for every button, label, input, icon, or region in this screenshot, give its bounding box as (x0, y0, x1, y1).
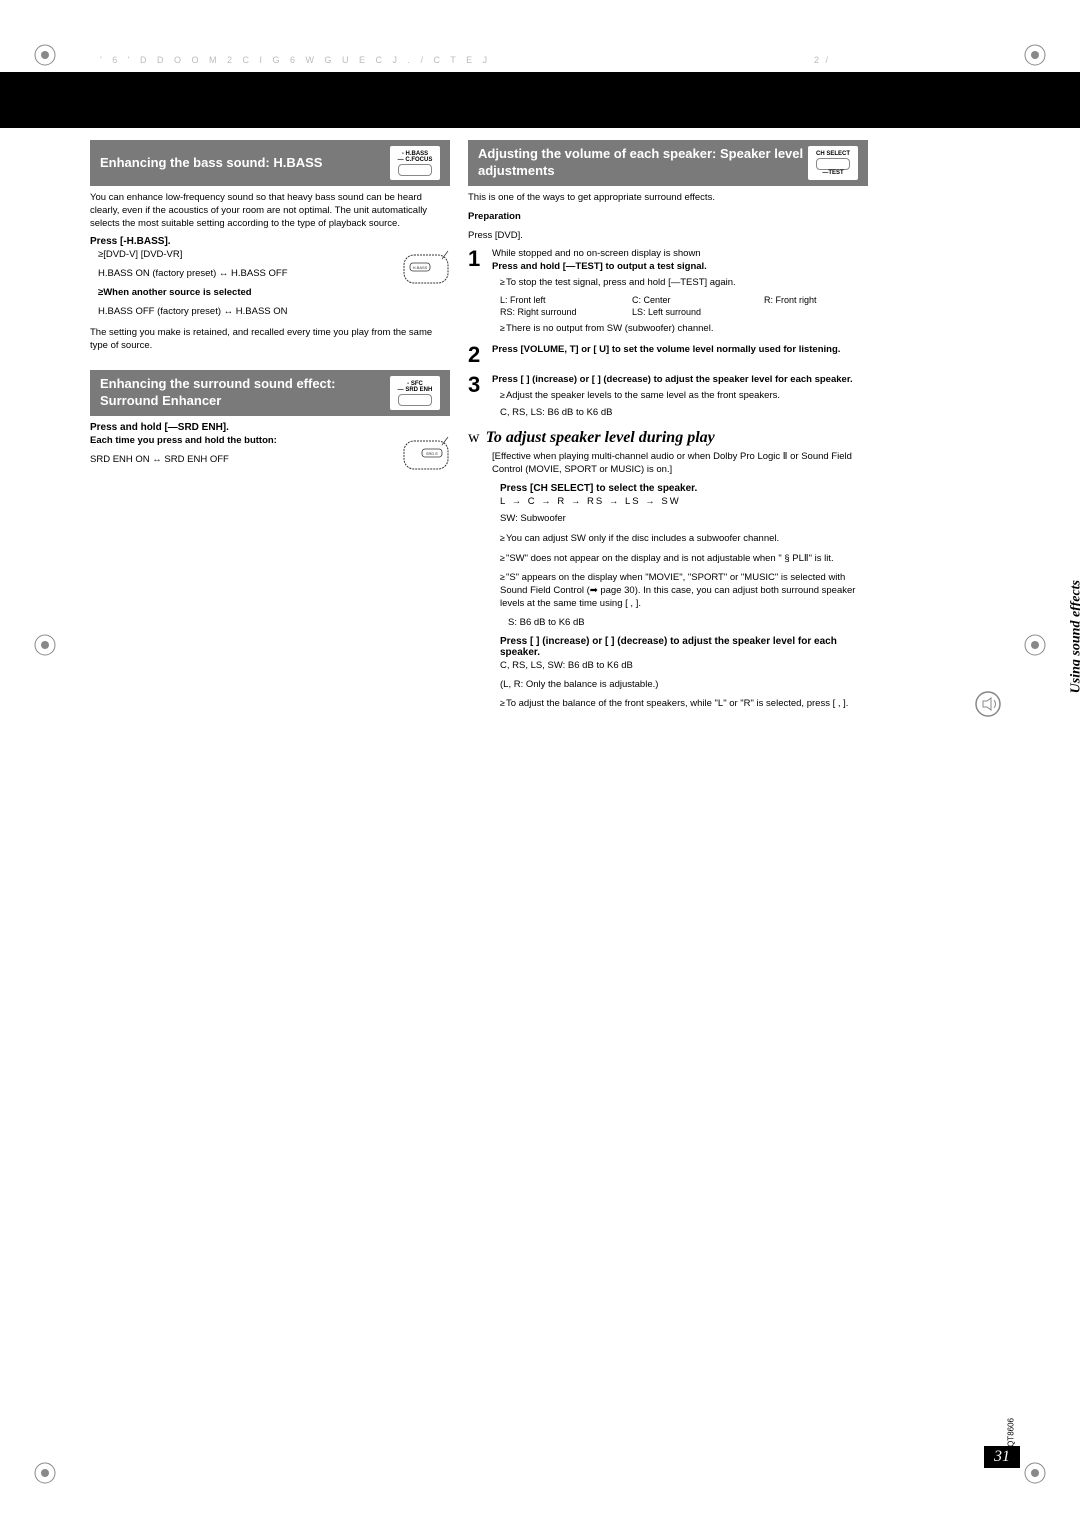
print-header: ' 6 ' D D O O M 2 C I G 6 W G U E C J . … (100, 55, 980, 69)
press-chselect-heading: Press [CH SELECT] to select the speaker. (500, 483, 868, 494)
registration-mark (30, 630, 60, 660)
registration-mark (30, 40, 60, 70)
top-black-band (0, 72, 1080, 128)
step1-sw-note: There is no output from SW (subwoofer) c… (500, 322, 868, 336)
sw-note-2: "SW" does not appear on the display and … (500, 552, 868, 566)
hbass-button-icon: - H.BASS — C.FOCUS (390, 146, 440, 180)
step3-instruction: Press [ ] (increase) or [ ] (decrease) t… (492, 374, 868, 387)
step1-pretext: While stopped and no on-screen display i… (492, 248, 701, 259)
button-outline-icon (398, 394, 432, 406)
sw-note-1: You can adjust SW only if the disc inclu… (500, 532, 868, 546)
surround-button-icon: - SFC — SRD ENH (390, 376, 440, 410)
speaker-sequence: L → C → R → RS → LS → SW (500, 496, 868, 507)
speaker-C: C: Center (632, 294, 736, 306)
side-section-label: Using sound effects (1068, 580, 1080, 693)
chselect-button-icon: CH SELECT —TEST (808, 146, 858, 180)
lr-balance-note: (L, R: Only the balance is adjustable.) (500, 679, 868, 692)
page-footer: RQT8606 31 (984, 1446, 1020, 1468)
adjust-range: C, RS, LS, SW: B6 dB to K6 dB (500, 660, 868, 673)
left-column: Enhancing the bass sound: H.BASS - H.BAS… (90, 140, 450, 717)
balance-adjust-note: To adjust the balance of the front speak… (500, 697, 868, 711)
surround-section-header: Enhancing the surround sound effect: Sur… (90, 370, 450, 416)
other-source-heading: ≥When another source is selected (98, 287, 450, 300)
step3-range: C, RS, LS: B6 dB to K6 dB (500, 407, 868, 420)
press-srdenh-heading: Press and hold [—SRD ENH]. (90, 422, 450, 433)
step3-note: Adjust the speaker levels to the same le… (500, 389, 868, 403)
press-adjust-heading: Press [ ] (increase) or [ ] (decrease) t… (500, 636, 868, 658)
step-number-2: 2 (468, 344, 492, 366)
bullet-icon: w (468, 429, 480, 446)
hbass-intro: You can enhance low-frequency sound so t… (90, 192, 450, 230)
right-column: Adjusting the volume of each speaker: Sp… (468, 140, 868, 717)
step-1: 1 While stopped and no on-screen display… (468, 248, 868, 336)
srdenh-remote-icon: SRD E (402, 435, 450, 473)
volume-title: Adjusting the volume of each speaker: Sp… (478, 146, 808, 180)
speaker-LS: LS: Left surround (632, 306, 736, 318)
preparation-text: Press [DVD]. (468, 230, 868, 243)
each-time-heading: Each time you press and hold the button: (90, 435, 450, 448)
svg-text:SRD E: SRD E (426, 451, 439, 456)
other-source-toggle: H.BASS OFF (factory preset) ↔ H.BASS ON (98, 306, 450, 319)
hbass-retained-note: The setting you make is retained, and re… (90, 327, 450, 353)
s-note: "S" appears on the display when "MOVIE",… (500, 571, 868, 610)
svg-text:H.BASS: H.BASS (413, 265, 428, 270)
hbass-section-header: Enhancing the bass sound: H.BASS - H.BAS… (90, 140, 450, 186)
speaker-R: R: Front right (764, 294, 868, 306)
main-content: Enhancing the bass sound: H.BASS - H.BAS… (90, 140, 1020, 717)
during-play-heading: w To adjust speaker level during play (468, 429, 868, 447)
sound-effects-icon (974, 690, 1002, 718)
registration-mark (30, 1458, 60, 1488)
surround-title: Enhancing the surround sound effect: Sur… (100, 376, 390, 410)
volume-intro: This is one of the ways to get appropria… (468, 192, 868, 205)
sw-label: SW: Subwoofer (500, 513, 868, 526)
step-2: 2 Press [VOLUME, T] or [ U] to set the v… (468, 344, 868, 366)
step-3: 3 Press [ ] (increase) or [ ] (decrease)… (468, 374, 868, 419)
step-number-3: 3 (468, 374, 492, 419)
s-range: S: B6 dB to K6 dB (508, 617, 868, 630)
during-play-title: To adjust speaker level during play (486, 429, 715, 446)
registration-mark (1020, 630, 1050, 660)
preparation-heading: Preparation (468, 211, 521, 222)
registration-mark (1020, 40, 1050, 70)
rqt-code: RQT8606 (1007, 1418, 1016, 1453)
speaker-RS: RS: Right surround (500, 306, 604, 318)
dvd-label: ≥[DVD-V] [DVD-VR] (98, 249, 450, 262)
registration-mark (1020, 1458, 1050, 1488)
step-number-1: 1 (468, 248, 492, 336)
hbass-title: Enhancing the bass sound: H.BASS (100, 155, 390, 172)
during-play-intro: [Effective when playing multi-channel au… (492, 451, 868, 477)
speaker-L: L: Front left (500, 294, 604, 306)
header-left-text: ' 6 ' D D O O M 2 C I G 6 W G U E C J . … (100, 55, 491, 65)
button-outline-icon (398, 164, 432, 176)
step1-stop-note: To stop the test signal, press and hold … (500, 276, 868, 290)
dvd-toggle-line: H.BASS ON (factory preset) ↔ H.BASS OFF (98, 268, 450, 281)
volume-section-header: Adjusting the volume of each speaker: Sp… (468, 140, 868, 186)
hbass-remote-icon: H.BASS (402, 249, 450, 287)
speaker-labels-table: L: Front left RS: Right surround C: Cent… (500, 294, 868, 318)
srdenh-toggle: SRD ENH ON ↔ SRD ENH OFF (90, 454, 450, 467)
step1-instruction: Press and hold [—TEST] to output a test … (492, 261, 868, 274)
press-hbass-heading: Press [-H.BASS]. (90, 236, 450, 247)
button-outline-icon (816, 158, 850, 170)
header-page-indicator: 2 / (814, 55, 830, 65)
step2-instruction: Press [VOLUME, T] or [ U] to set the vol… (492, 344, 868, 357)
